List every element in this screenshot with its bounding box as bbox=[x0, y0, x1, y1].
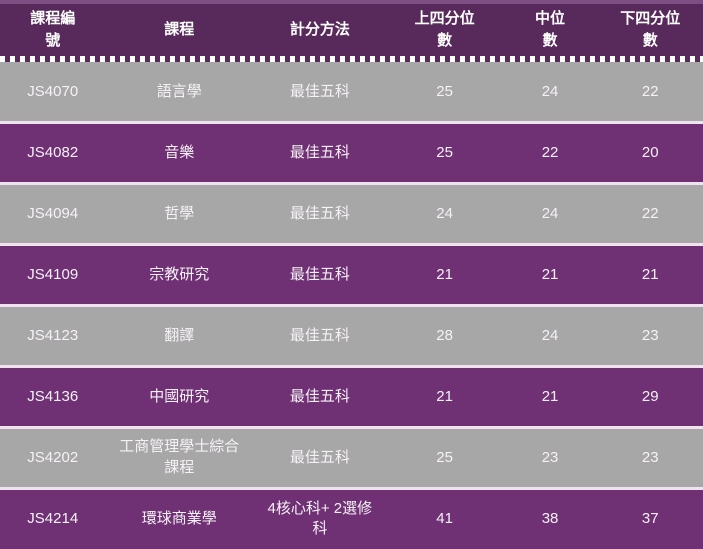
median-cell: 22 bbox=[502, 122, 598, 186]
lower-quartile-cell: 23 bbox=[597, 305, 703, 368]
course-code-cell: JS4109 bbox=[0, 244, 106, 307]
scoring-method-cell: 最佳五科 bbox=[253, 122, 387, 186]
col-header-median: 中位 數 bbox=[502, 4, 598, 56]
lower-quartile-cell: 20 bbox=[597, 122, 703, 186]
course-code-cell: JS4070 bbox=[0, 62, 106, 125]
lower-quartile-cell: 21 bbox=[597, 244, 703, 307]
median-cell: 24 bbox=[502, 183, 598, 247]
course-name-cell: 環球商業學 bbox=[105, 488, 254, 549]
lower-quartile-cell: 22 bbox=[597, 62, 703, 125]
col-header-lower-quartile: 下四分位 數 bbox=[597, 4, 703, 56]
upper-quartile-cell: 25 bbox=[386, 427, 503, 490]
table-row: JS4136 中國研究 最佳五科 21 21 29 bbox=[0, 366, 703, 429]
course-code-cell: JS4082 bbox=[0, 122, 106, 186]
dotted-divider bbox=[0, 56, 703, 62]
upper-quartile-cell: 24 bbox=[386, 183, 503, 247]
table-row: JS4070 語言學 最佳五科 25 24 22 bbox=[0, 62, 703, 125]
upper-quartile-cell: 41 bbox=[386, 488, 503, 549]
col-header-scoring-method: 計分方法 bbox=[253, 4, 387, 56]
scoring-method-cell: 最佳五科 bbox=[253, 62, 387, 125]
scoring-method-cell: 最佳五科 bbox=[253, 305, 387, 368]
course-name-cell: 音樂 bbox=[105, 122, 254, 186]
col-header-course-code: 課程編 號 bbox=[0, 4, 106, 56]
lower-quartile-cell: 29 bbox=[597, 366, 703, 429]
col-header-upper-quartile: 上四分位 數 bbox=[386, 4, 503, 56]
course-code-cell: JS4214 bbox=[0, 488, 106, 549]
course-code-cell: JS4094 bbox=[0, 183, 106, 247]
table-row: JS4214 環球商業學 4核心科+ 2選修 科 41 38 37 bbox=[0, 488, 703, 549]
upper-quartile-cell: 25 bbox=[386, 62, 503, 125]
course-name-cell: 工商管理學士綜合 課程 bbox=[105, 427, 254, 490]
scoring-method-cell: 最佳五科 bbox=[253, 427, 387, 490]
table-row: JS4123 翻譯 最佳五科 28 24 23 bbox=[0, 305, 703, 368]
upper-quartile-cell: 25 bbox=[386, 122, 503, 186]
course-code-cell: JS4136 bbox=[0, 366, 106, 429]
median-cell: 24 bbox=[502, 305, 598, 368]
upper-quartile-cell: 21 bbox=[386, 244, 503, 307]
upper-quartile-cell: 21 bbox=[386, 366, 503, 429]
col-header-course: 課程 bbox=[105, 4, 254, 56]
course-name-cell: 語言學 bbox=[105, 62, 254, 125]
top-border-band bbox=[0, 0, 703, 4]
course-name-cell: 翻譯 bbox=[105, 305, 254, 368]
header-row: 課程編 號 課程 計分方法 上四分位 數 中位 數 下四分位 數 bbox=[0, 4, 703, 56]
scoring-method-cell: 最佳五科 bbox=[253, 244, 387, 307]
scoring-method-cell: 最佳五科 bbox=[253, 366, 387, 429]
course-code-cell: JS4202 bbox=[0, 427, 106, 490]
course-name-cell: 宗教研究 bbox=[105, 244, 254, 307]
lower-quartile-cell: 23 bbox=[597, 427, 703, 490]
scoring-method-cell: 4核心科+ 2選修 科 bbox=[253, 488, 387, 549]
median-cell: 21 bbox=[502, 366, 598, 429]
admission-scores-table: 課程編 號 課程 計分方法 上四分位 數 中位 數 下四分位 數 JS4070 … bbox=[0, 4, 703, 549]
lower-quartile-cell: 37 bbox=[597, 488, 703, 549]
course-name-cell: 哲學 bbox=[105, 183, 254, 247]
median-cell: 24 bbox=[502, 62, 598, 125]
upper-quartile-cell: 28 bbox=[386, 305, 503, 368]
course-name-cell: 中國研究 bbox=[105, 366, 254, 429]
median-cell: 21 bbox=[502, 244, 598, 307]
course-code-cell: JS4123 bbox=[0, 305, 106, 368]
median-cell: 23 bbox=[502, 427, 598, 490]
median-cell: 38 bbox=[502, 488, 598, 549]
scoring-method-cell: 最佳五科 bbox=[253, 183, 387, 247]
table-row: JS4202 工商管理學士綜合 課程 最佳五科 25 23 23 bbox=[0, 427, 703, 490]
table-row: JS4109 宗教研究 最佳五科 21 21 21 bbox=[0, 244, 703, 307]
table-row: JS4094 哲學 最佳五科 24 24 22 bbox=[0, 183, 703, 247]
lower-quartile-cell: 22 bbox=[597, 183, 703, 247]
table-row: JS4082 音樂 最佳五科 25 22 20 bbox=[0, 122, 703, 186]
